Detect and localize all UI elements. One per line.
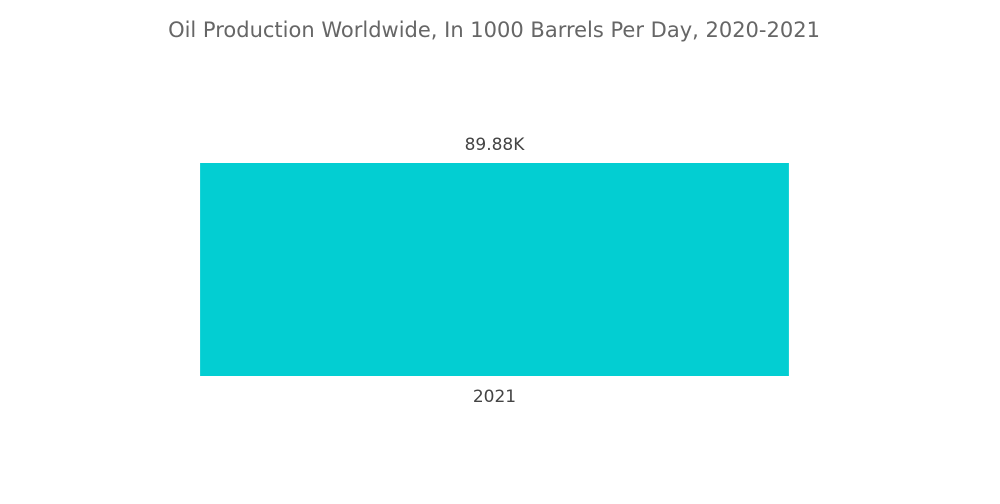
data-label: 89.88K <box>465 135 526 155</box>
bar <box>200 163 789 376</box>
chart-title: Oil Production Worldwide, In 1000 Barrel… <box>168 18 820 42</box>
x-tick-label: 2021 <box>473 387 516 407</box>
